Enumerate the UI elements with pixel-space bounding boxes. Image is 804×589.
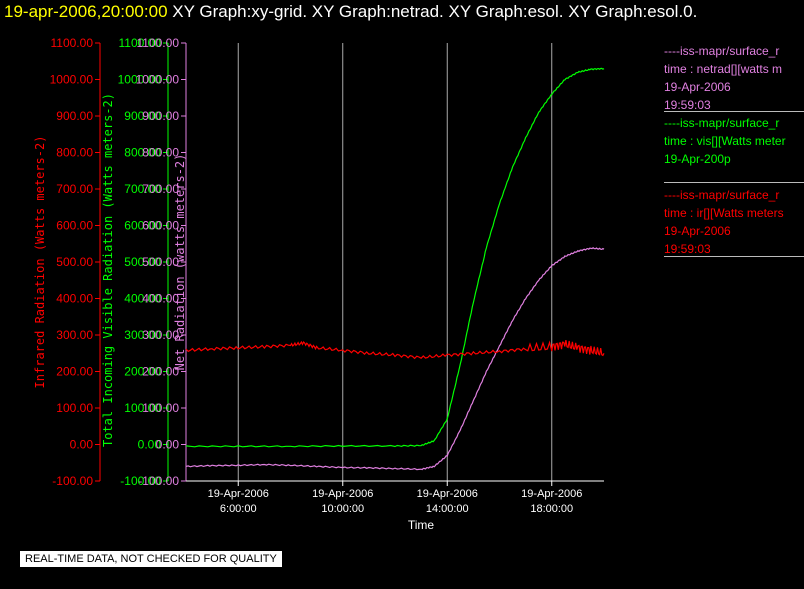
y-tick-label-1-5: 400.00 xyxy=(124,292,161,306)
y-tick-label-0-5: 400.00 xyxy=(56,292,93,306)
legend-line: time : ir[][Watts meters xyxy=(664,206,784,220)
graph-list: XY Graph:xy-grid. XY Graph:netrad. XY Gr… xyxy=(172,2,698,21)
y-tick-label-2-5: 400.00 xyxy=(142,292,179,306)
legend-line: time : vis[][Watts meter xyxy=(664,134,786,148)
y-tick-label-2-10: 900.00 xyxy=(142,109,179,123)
x-tick-time-3: 18:00:00 xyxy=(530,503,573,515)
x-tick-date-0: 19-Apr-2006 xyxy=(208,488,269,500)
y-tick-label-2-8: 700.00 xyxy=(142,182,179,196)
y-tick-label-1-6: 500.00 xyxy=(124,255,161,269)
legend-line: ----iss-mapr/surface_r xyxy=(664,116,780,130)
y-tick-label-2-11: 1000.00 xyxy=(136,73,180,87)
x-tick-time-0: 6:00:00 xyxy=(220,503,257,515)
y-tick-label-2-0: -100.00 xyxy=(138,474,179,488)
y-tick-label-0-1: 0.00 xyxy=(70,438,94,452)
legend-line: time : netrad[][watts m xyxy=(664,62,783,76)
y-tick-label-0-2: 100.00 xyxy=(56,401,93,415)
x-tick-time-2: 14:00:00 xyxy=(426,503,469,515)
y-axis-label-0: Infrared Radiation (Watts meters-2) xyxy=(33,136,47,389)
y-tick-label-2-12: 1100.00 xyxy=(137,36,180,50)
y-tick-label-2-4: 300.00 xyxy=(142,328,179,342)
y-axis-label-2: Net Radiation (watts meters-2) xyxy=(173,154,187,371)
legend-separator xyxy=(664,256,804,257)
y-tick-label-0-0: -100.00 xyxy=(52,474,93,488)
quality-disclaimer: REAL-TIME DATA, NOT CHECKED FOR QUALITY xyxy=(20,551,282,567)
y-tick-label-0-8: 700.00 xyxy=(56,182,93,196)
legend-separator xyxy=(664,182,804,183)
legend-line: 19-Apr-2006 xyxy=(664,224,731,238)
y-tick-label-1-11: 1000.00 xyxy=(118,73,162,87)
y-tick-label-1-10: 900.00 xyxy=(124,109,161,123)
y-tick-label-0-12: 1100.00 xyxy=(51,36,94,50)
legend-line: ----iss-mapr/surface_r xyxy=(664,44,780,58)
y-tick-label-0-6: 500.00 xyxy=(56,255,93,269)
legend-separator xyxy=(664,111,804,112)
timestamp: 19-apr-2006,20:00:00 xyxy=(4,2,168,21)
legend-line: 19:59:03 xyxy=(664,98,711,112)
y-tick-label-1-12: 1100.00 xyxy=(119,36,162,50)
y-tick-label-0-7: 600.00 xyxy=(56,219,93,233)
legend-line: 19:59:03 xyxy=(664,242,711,256)
legend-line: ----iss-mapr/surface_r xyxy=(664,188,780,202)
y-tick-label-0-10: 900.00 xyxy=(56,109,93,123)
y-tick-label-0-3: 200.00 xyxy=(56,365,93,379)
y-tick-label-1-2: 100.00 xyxy=(124,401,161,415)
x-tick-date-1: 19-Apr-2006 xyxy=(312,488,373,500)
y-tick-label-2-2: 100.00 xyxy=(142,401,179,415)
legend-line: 19-Apr-200p xyxy=(664,152,731,166)
y-tick-label-1-9: 800.00 xyxy=(124,146,161,160)
y-tick-label-2-9: 800.00 xyxy=(142,146,179,160)
x-tick-date-3: 19-Apr-2006 xyxy=(521,488,582,500)
y-tick-label-1-0: -100.00 xyxy=(120,474,161,488)
y-tick-label-2-1: 0.00 xyxy=(156,438,180,452)
y-tick-label-1-8: 700.00 xyxy=(124,182,161,196)
y-tick-label-1-1: 0.00 xyxy=(138,438,162,452)
y-tick-label-2-3: 200.00 xyxy=(142,365,179,379)
x-axis-label: Time xyxy=(408,518,435,532)
x-tick-date-2: 19-Apr-2006 xyxy=(417,488,478,500)
x-tick-time-1: 10:00:00 xyxy=(321,503,364,515)
y-tick-label-1-4: 300.00 xyxy=(124,328,161,342)
y-tick-label-0-9: 800.00 xyxy=(56,146,93,160)
series-line-ir xyxy=(185,339,605,360)
y-tick-label-2-6: 500.00 xyxy=(142,255,179,269)
y-tick-label-1-3: 200.00 xyxy=(124,365,161,379)
series-line-netrad xyxy=(185,247,605,471)
window-title-bar: 19-apr-2006,20:00:00 XY Graph:xy-grid. X… xyxy=(4,2,697,22)
y-axis-label-1: Total Incoming Visible Radiation (Watts … xyxy=(101,93,115,447)
series-line-vis xyxy=(185,67,605,448)
y-tick-label-1-7: 600.00 xyxy=(124,219,161,233)
y-tick-label-0-4: 300.00 xyxy=(56,328,93,342)
y-tick-label-2-7: 600.00 xyxy=(142,219,179,233)
legend-line: 19-Apr-2006 xyxy=(664,80,731,94)
y-tick-label-0-11: 1000.00 xyxy=(50,73,94,87)
